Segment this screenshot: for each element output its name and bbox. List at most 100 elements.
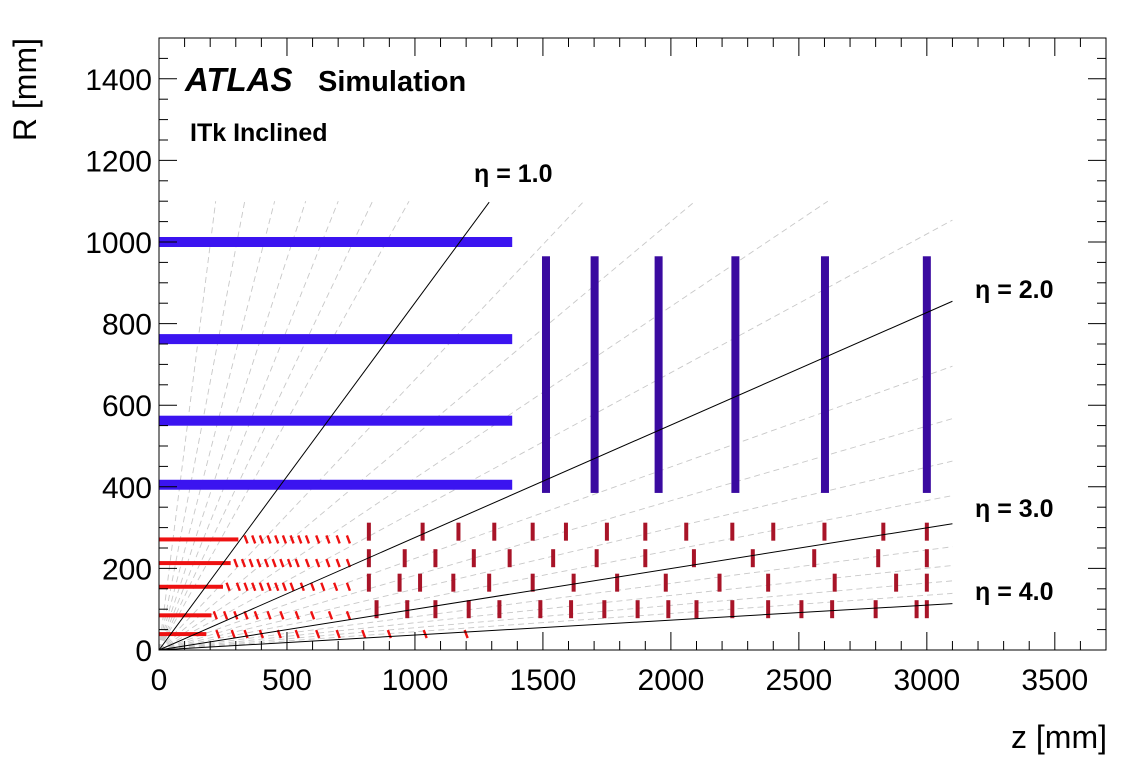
simulation-label: Simulation bbox=[318, 66, 466, 98]
pixel-inclined-module bbox=[225, 582, 231, 592]
pixel-inclined-module bbox=[243, 535, 249, 544]
pixel-endcap-module bbox=[594, 549, 599, 568]
eta-line bbox=[158, 201, 490, 651]
strip-endcap-disk bbox=[541, 256, 550, 493]
pixel-inclined-module bbox=[222, 610, 229, 620]
pixel-endcap-module bbox=[497, 600, 502, 619]
strip-barrel-layer bbox=[159, 415, 513, 426]
pixel-barrel-layer bbox=[159, 632, 207, 637]
eta-dashed-line bbox=[158, 201, 246, 651]
detector-modules-group bbox=[159, 237, 931, 639]
eta-line bbox=[158, 300, 953, 651]
pixel-endcap-module bbox=[881, 522, 886, 541]
pixel-inclined-module bbox=[251, 535, 257, 544]
atlas-label: ATLAS bbox=[184, 61, 293, 98]
pixel-inclined-module bbox=[289, 535, 295, 544]
y-tick-label: 600 bbox=[102, 390, 152, 423]
pixel-barrel-layer bbox=[159, 537, 239, 542]
pixel-endcap-module bbox=[366, 522, 371, 541]
pixel-endcap-module bbox=[507, 549, 512, 568]
eta-line-label: η = 1.0 bbox=[474, 160, 553, 188]
eta-dashed-line bbox=[158, 201, 373, 651]
pixel-endcap-module bbox=[571, 573, 576, 592]
pixel-inclined-module bbox=[281, 535, 288, 544]
pixel-inclined-module bbox=[279, 610, 285, 620]
pixel-endcap-module bbox=[551, 549, 556, 568]
y-tick-label: 0 bbox=[135, 635, 152, 668]
pixel-endcap-module bbox=[876, 549, 881, 568]
eta-dashed-line bbox=[158, 200, 696, 651]
pixel-inclined-module bbox=[335, 558, 341, 568]
pixel-endcap-module bbox=[366, 573, 371, 592]
y-tick-label: 1000 bbox=[85, 227, 152, 260]
pixel-endcap-module bbox=[873, 600, 878, 619]
pixel-endcap-module bbox=[766, 573, 771, 592]
pixel-inclined-module bbox=[304, 535, 311, 544]
pixel-endcap-module bbox=[456, 522, 461, 541]
eta-dashed-line bbox=[158, 201, 217, 651]
strip-endcap-disk bbox=[590, 256, 599, 493]
eta-line bbox=[158, 523, 953, 651]
pixel-endcap-module bbox=[684, 522, 689, 541]
pixel-endcap-module bbox=[717, 573, 722, 592]
eta-lines-group: η = 1.0 η = 2.0 η = 3.0 η = 4.0 bbox=[158, 160, 1054, 651]
pixel-inclined-module bbox=[266, 582, 272, 592]
eta-dashed-line bbox=[158, 365, 953, 651]
pixel-endcap-module bbox=[830, 600, 835, 619]
y-tick-label: 800 bbox=[102, 309, 152, 342]
y-tick-label: 1200 bbox=[85, 145, 152, 178]
pixel-inclined-module bbox=[251, 582, 257, 592]
eta-dashed-line bbox=[158, 565, 953, 651]
pixel-inclined-module bbox=[335, 535, 341, 544]
pixel-inclined-module bbox=[332, 582, 339, 592]
eta-line-label: η = 4.0 bbox=[975, 578, 1054, 606]
pixel-inclined-module bbox=[297, 535, 303, 544]
eta-dashed-line bbox=[158, 580, 953, 651]
pixel-inclined-module bbox=[304, 558, 311, 568]
pixel-endcap-module bbox=[914, 600, 919, 619]
y-axis-title: R [mm] bbox=[7, 38, 43, 141]
pixel-endcap-module bbox=[666, 600, 671, 619]
pixel-inclined-module bbox=[335, 629, 341, 639]
x-tick-label: 2500 bbox=[765, 664, 832, 697]
strip-endcap-disk bbox=[654, 256, 663, 493]
pixel-endcap-module bbox=[405, 600, 410, 619]
pixel-inclined-module bbox=[315, 629, 321, 639]
eta-dashed-line bbox=[158, 219, 953, 651]
pixel-inclined-module bbox=[266, 610, 272, 620]
pixel-endcap-module bbox=[604, 522, 609, 541]
eta-line-label: η = 2.0 bbox=[975, 276, 1054, 304]
pixel-inclined-module bbox=[309, 582, 316, 592]
strip-endcap-disk bbox=[922, 256, 931, 493]
pixel-inclined-module bbox=[345, 610, 352, 620]
pixel-inclined-module bbox=[281, 582, 288, 592]
strip-barrel-layer bbox=[159, 237, 513, 247]
pixel-endcap-module bbox=[832, 573, 837, 592]
pixel-inclined-module bbox=[279, 558, 285, 568]
y-tick-label: 200 bbox=[102, 553, 152, 586]
pixel-inclined-module bbox=[243, 582, 249, 592]
pixel-barrel-layer bbox=[159, 561, 231, 566]
eta-line bbox=[158, 603, 953, 651]
eta-dashed-line bbox=[158, 495, 953, 651]
pixel-endcap-module bbox=[663, 573, 668, 592]
pixel-inclined-module bbox=[286, 558, 293, 568]
pixel-inclined-module bbox=[315, 558, 321, 568]
x-tick-label: 500 bbox=[262, 664, 312, 697]
pixel-endcap-module bbox=[643, 549, 648, 568]
x-tick-label: 1000 bbox=[382, 664, 449, 697]
pixel-inclined-module bbox=[294, 558, 300, 568]
pixel-endcap-module bbox=[924, 600, 929, 619]
pixel-inclined-module bbox=[320, 582, 326, 592]
pixel-inclined-module bbox=[258, 582, 265, 592]
x-tick-label: 3000 bbox=[893, 664, 960, 697]
pixel-inclined-module bbox=[263, 558, 270, 568]
pixel-endcap-module bbox=[812, 549, 817, 568]
pixel-inclined-module bbox=[345, 558, 352, 568]
pixel-endcap-module bbox=[569, 600, 574, 619]
pixel-endcap-module bbox=[530, 573, 535, 592]
pixel-inclined-module bbox=[289, 582, 295, 592]
pixel-endcap-module bbox=[397, 573, 402, 592]
pixel-endcap-module bbox=[374, 600, 379, 619]
